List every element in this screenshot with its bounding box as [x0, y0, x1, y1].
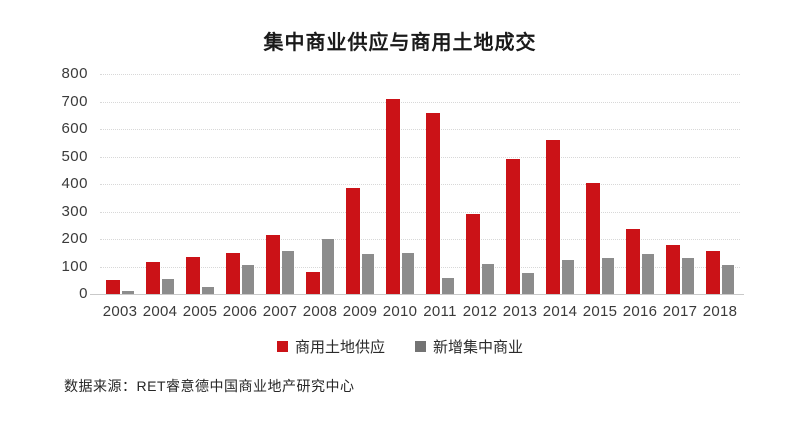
y-tick-label: 200 — [61, 230, 88, 248]
y-tick-label: 300 — [61, 202, 88, 220]
x-tick-label: 2015 — [582, 303, 618, 320]
land-supply-bar-2007 — [266, 234, 280, 294]
legend-swatch-icon — [415, 341, 426, 352]
new-commercial-bar-2016 — [642, 254, 654, 294]
bar-group-2004: 2004 — [140, 74, 180, 320]
land-supply-bar-2014 — [546, 140, 560, 294]
chart-title: 集中商业供应与商用土地成交 — [263, 32, 537, 54]
x-tick-label: 2017 — [662, 303, 698, 320]
legend: 商用土地供应 新增集中商业 — [0, 336, 800, 357]
new-commercial-bar-2007 — [282, 251, 294, 294]
x-tick-label: 2013 — [502, 303, 538, 320]
new-commercial-bar-2013 — [522, 273, 534, 294]
x-tick-label: 2012 — [462, 303, 498, 320]
land-supply-bar-2016 — [626, 229, 640, 294]
land-supply-bar-2018 — [706, 251, 720, 294]
x-tick-label: 2014 — [542, 303, 578, 320]
land-supply-bar-2003 — [106, 280, 120, 294]
y-axis: 0 100 200 300 400 500 600 700 800 — [30, 65, 88, 302]
y-tick-label: 500 — [61, 147, 88, 165]
gridline — [100, 184, 740, 185]
bar-group-2008: 2008 — [300, 74, 340, 320]
x-tick-label: 2009 — [342, 303, 378, 320]
x-tick-label: 2003 — [102, 303, 138, 320]
gridline — [100, 211, 740, 213]
new-commercial-bar-2015 — [602, 258, 614, 294]
y-tick-label: 800 — [61, 65, 88, 83]
bar-group-2012: 2012 — [460, 74, 500, 320]
bar-group-2018: 2018 — [700, 74, 740, 320]
new-commercial-bar-2003 — [122, 291, 134, 294]
bar-group-2017: 2017 — [660, 74, 700, 320]
gridline — [100, 156, 740, 158]
bar-group-2015: 2015 — [580, 74, 620, 320]
y-tick-label: 0 — [79, 285, 88, 303]
new-commercial-bar-2014 — [562, 259, 574, 294]
x-tick-label: 2011 — [423, 303, 457, 320]
source-note: 数据来源：RET睿意德中国商业地产研究中心 — [64, 378, 355, 394]
land-supply-bar-2010 — [386, 98, 400, 294]
plot-area: 2003 2004 2005 2006 2007 2008 2009 2010 2011 2012… — [90, 74, 744, 320]
bar-group-2007: 2007 — [260, 74, 300, 320]
bar-group-2013: 2013 — [500, 74, 540, 320]
land-supply-bar-2004 — [146, 262, 160, 294]
y-tick-label: 600 — [61, 120, 88, 138]
x-tick-label: 2005 — [182, 303, 218, 320]
bar-group-2010: 2010 — [380, 74, 420, 320]
legend-item-land-supply: 商用土地供应 — [276, 336, 385, 357]
x-tick-label: 2010 — [382, 303, 418, 320]
gridline — [100, 74, 740, 75]
land-supply-bar-2015 — [586, 182, 600, 294]
land-supply-bar-2008 — [306, 272, 320, 294]
bar-group-2009: 2009 — [340, 74, 380, 320]
bar-group-2003: 2003 — [100, 74, 140, 320]
y-tick-label: 400 — [61, 175, 88, 193]
new-commercial-bar-2005 — [202, 287, 214, 294]
bar-group-2011: 2011 — [420, 74, 460, 320]
new-commercial-bar-2012 — [482, 263, 494, 294]
x-tick-label: 2018 — [702, 303, 738, 320]
y-tick-label: 100 — [61, 257, 88, 275]
bar-group-2005: 2005 — [180, 74, 220, 320]
new-commercial-bar-2017 — [682, 258, 694, 294]
legend-swatch-icon — [276, 341, 288, 352]
land-supply-bar-2011 — [426, 112, 440, 294]
x-axis-baseline — [90, 294, 744, 295]
bar-group-2006: 2006 — [220, 74, 260, 320]
land-supply-bar-2013 — [506, 159, 520, 294]
gridline — [100, 239, 740, 240]
new-commercial-bar-2011 — [442, 277, 454, 294]
new-commercial-bar-2004 — [162, 278, 174, 294]
land-supply-bar-2006 — [226, 252, 240, 294]
land-supply-bar-2017 — [666, 244, 680, 294]
x-tick-label: 2016 — [622, 303, 658, 320]
x-tick-label: 2008 — [302, 303, 338, 320]
land-supply-bar-2012 — [466, 214, 480, 294]
new-commercial-bar-2006 — [242, 265, 254, 294]
new-commercial-bar-2010 — [402, 252, 414, 294]
new-commercial-bar-2008 — [322, 239, 334, 294]
x-tick-label: 2006 — [222, 303, 258, 320]
gridline — [100, 129, 740, 130]
x-tick-label: 2004 — [142, 303, 178, 320]
gridline — [100, 101, 740, 103]
land-supply-bar-2009 — [346, 188, 360, 294]
land-supply-bar-2005 — [186, 256, 200, 294]
legend-item-new-commercial: 新增集中商业 — [415, 336, 523, 357]
new-commercial-bar-2009 — [362, 254, 374, 294]
x-tick-label: 2007 — [262, 303, 298, 320]
y-tick-label: 700 — [61, 92, 88, 110]
bar-group-2014: 2014 — [540, 74, 580, 320]
bar-group-2016: 2016 — [620, 74, 660, 320]
legend-label: 商用土地供应 — [294, 339, 385, 356]
legend-label: 新增集中商业 — [433, 339, 524, 356]
gridline — [100, 266, 740, 268]
new-commercial-bar-2018 — [722, 265, 734, 294]
